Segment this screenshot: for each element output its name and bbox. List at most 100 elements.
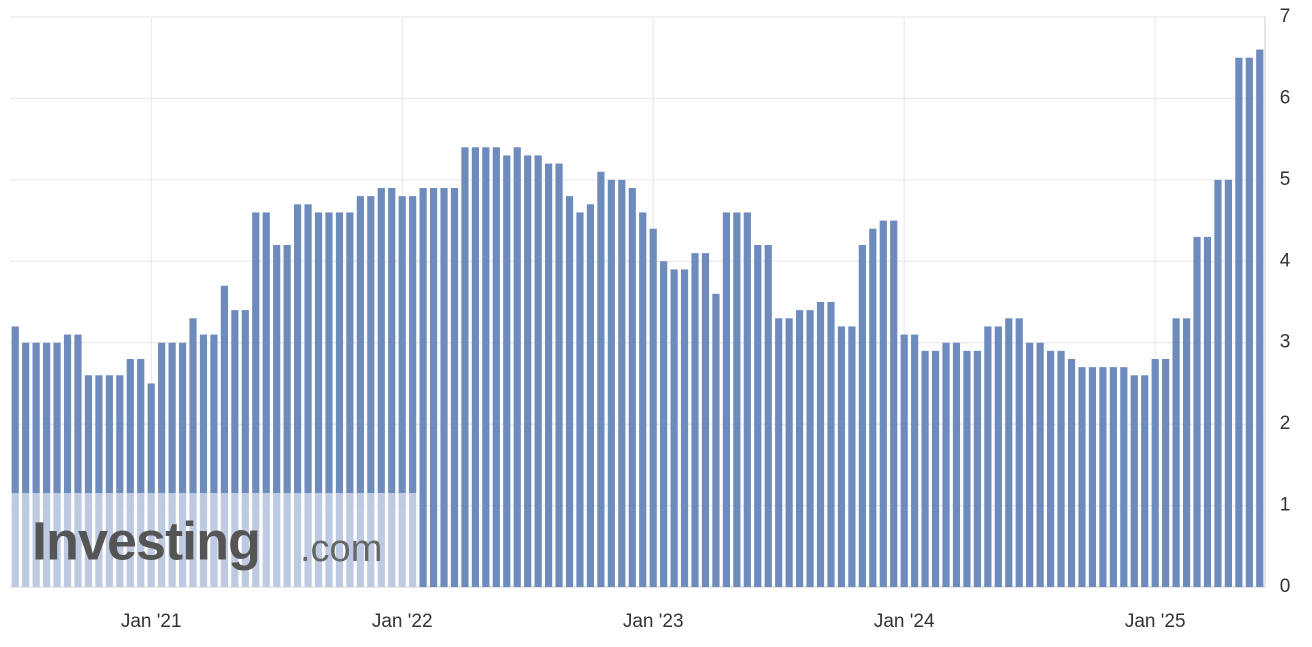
bar (231, 310, 239, 587)
bar (900, 334, 908, 587)
x-tick-label: Jan '23 (623, 611, 684, 632)
y-tick-label: 4 (1280, 250, 1291, 271)
bar (1193, 236, 1201, 587)
bar (241, 310, 249, 587)
y-tick-label: 3 (1280, 332, 1291, 353)
bar (1005, 318, 1013, 587)
bar (1120, 367, 1128, 587)
bar (952, 342, 961, 587)
bar (524, 155, 532, 587)
bar (785, 318, 793, 587)
bar (1057, 350, 1065, 587)
bar (1172, 318, 1180, 587)
bar (1203, 236, 1212, 587)
bar (827, 302, 835, 587)
bar (419, 188, 427, 587)
bar (660, 261, 668, 587)
bar (471, 147, 479, 588)
labels: 0 1 2 3 4 5 6 7 Jan '21 Jan '22 Jan '23 Jan '24 Jan … (121, 6, 1291, 632)
bar (158, 342, 166, 587)
bar (178, 342, 187, 587)
bar (356, 196, 364, 587)
bar (1214, 179, 1222, 587)
bar (32, 342, 40, 587)
bar (764, 245, 772, 587)
bar (314, 212, 323, 587)
bar (43, 342, 51, 587)
bar (890, 220, 898, 588)
bar (1015, 318, 1023, 587)
bar (22, 342, 30, 587)
bar (1067, 359, 1076, 587)
bar (513, 147, 521, 588)
bar (105, 375, 113, 587)
bar (1245, 57, 1253, 587)
bar (1151, 359, 1159, 587)
bar (1109, 367, 1117, 587)
bar (1182, 318, 1191, 587)
bar (1224, 179, 1232, 587)
bar (555, 163, 563, 588)
bar (1036, 342, 1044, 587)
bar (858, 245, 866, 587)
bar (733, 212, 741, 587)
grid (10, 16, 1266, 588)
bar (346, 212, 354, 587)
bar (816, 302, 825, 587)
bar (837, 326, 846, 587)
bar (137, 359, 145, 587)
bar (335, 212, 344, 587)
bar (220, 285, 228, 587)
x-tick-label: Jan '21 (121, 611, 182, 632)
bar (189, 318, 197, 587)
bar (1078, 367, 1086, 587)
y-tick-label: 1 (1280, 495, 1291, 516)
x-tick-label: Jan '25 (1125, 611, 1186, 632)
y-tick-label: 5 (1280, 169, 1291, 190)
bar (252, 212, 260, 587)
bar (388, 188, 396, 587)
bar (168, 342, 176, 587)
bar (273, 245, 281, 587)
bar (722, 212, 730, 587)
bar (607, 179, 615, 587)
bar (879, 220, 887, 588)
bar (63, 334, 72, 587)
bar (11, 326, 19, 587)
bars (11, 49, 1264, 588)
bar (963, 350, 971, 587)
bar (210, 334, 218, 587)
bar (973, 350, 981, 587)
bar (440, 188, 448, 587)
bar (450, 188, 459, 587)
watermark-box (10, 493, 418, 587)
bar (565, 196, 574, 587)
bar (754, 245, 762, 587)
bar (597, 171, 605, 587)
bar (304, 204, 312, 588)
bar (398, 196, 406, 587)
bar (262, 212, 270, 587)
bar (429, 188, 438, 587)
bar (691, 253, 699, 587)
bar (74, 334, 82, 587)
bar (680, 269, 689, 587)
bar (126, 359, 134, 587)
bar (649, 228, 657, 587)
x-tick-label: Jan '22 (372, 611, 433, 632)
x-tick-label: Jan '24 (874, 611, 935, 632)
bar (492, 147, 500, 588)
watermark-suffix: .com (300, 528, 382, 570)
bar (712, 293, 720, 587)
bar (869, 228, 877, 587)
bar (53, 342, 61, 587)
y-tick-label: 6 (1280, 87, 1291, 108)
bar (482, 147, 490, 588)
bar (545, 163, 553, 588)
bar (283, 245, 291, 587)
bar (796, 310, 804, 587)
bar (743, 212, 751, 587)
bar (503, 155, 511, 587)
bar (325, 212, 333, 587)
